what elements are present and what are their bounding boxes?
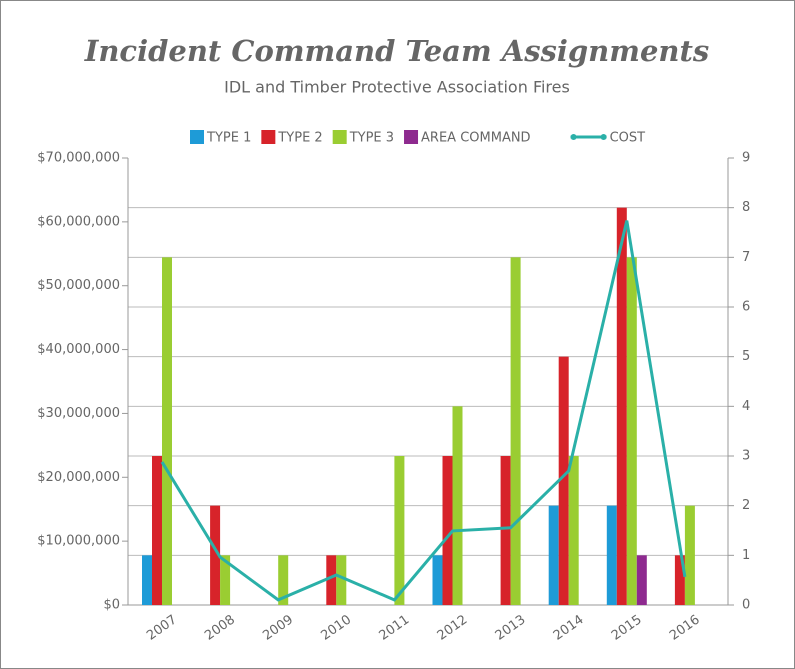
y2-tick-label: 1: [742, 548, 750, 563]
bar: [568, 456, 579, 605]
bar: [684, 505, 695, 605]
bar: [220, 555, 231, 605]
legend-swatch: [261, 130, 276, 144]
bar: [606, 505, 617, 605]
bar: [432, 555, 443, 605]
bar: [616, 207, 627, 605]
legend-swatch: [190, 130, 204, 144]
y-tick-label: $0: [103, 598, 120, 613]
y2-tick-label: 2: [742, 498, 750, 513]
y2-tick-label: 8: [742, 200, 750, 215]
y-tick-label: $10,000,000: [37, 534, 120, 549]
bar: [452, 406, 463, 605]
legend-swatch: [570, 134, 577, 140]
y-tick-label: $40,000,000: [37, 342, 120, 357]
y-tick-label: $20,000,000: [37, 470, 120, 485]
legend-label: COST: [610, 131, 646, 146]
y2-tick-label: 7: [742, 250, 750, 265]
y-tick-label: $70,000,000: [37, 151, 120, 166]
y2-tick-label: 0: [742, 598, 750, 613]
legend-label: TYPE 3: [349, 131, 394, 146]
bar: [142, 555, 152, 605]
bar: [548, 505, 559, 605]
bar: [626, 257, 637, 605]
y-tick-label: $30,000,000: [37, 406, 120, 421]
y2-tick-label: 3: [742, 449, 750, 464]
bar: [278, 555, 289, 605]
legend-label: TYPE 2: [277, 131, 322, 146]
legend-label: AREA COMMAND: [421, 131, 531, 146]
bar: [442, 456, 453, 605]
bar: [152, 456, 162, 605]
y2-tick-label: 9: [742, 151, 750, 166]
chart-title: Incident Command Team Assignments: [84, 34, 709, 68]
bar: [336, 555, 347, 605]
bar: [210, 505, 221, 605]
y2-tick-label: 4: [742, 399, 750, 414]
bar: [162, 257, 172, 605]
bar: [326, 555, 337, 605]
y-tick-label: $50,000,000: [37, 278, 120, 293]
y-tick-label: $60,000,000: [37, 214, 120, 229]
cost-line: [160, 220, 687, 602]
legend-swatch: [404, 130, 419, 144]
y2-tick-label: 5: [742, 349, 750, 364]
bar: [500, 456, 511, 605]
legend-swatch: [332, 130, 347, 144]
bar: [636, 555, 647, 605]
bar: [558, 356, 569, 605]
legend-swatch: [600, 134, 607, 140]
y2-tick-label: 6: [742, 300, 750, 315]
legend-label: TYPE 1: [206, 131, 251, 146]
bar: [394, 456, 405, 605]
bar: [510, 257, 521, 605]
bar: [674, 555, 685, 605]
chart-subtitle: IDL and Timber Protective Association Fi…: [224, 78, 570, 97]
